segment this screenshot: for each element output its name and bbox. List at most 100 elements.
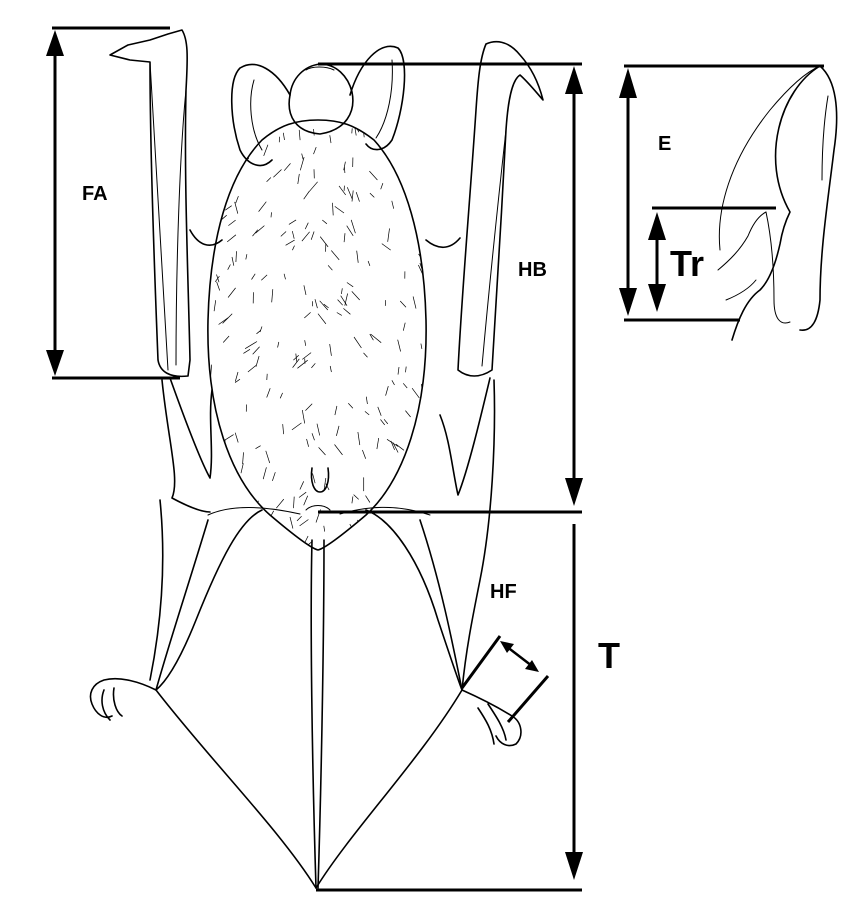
fur-stroke — [231, 256, 235, 266]
fur-stroke — [214, 275, 220, 283]
body — [207, 119, 427, 551]
fur-stroke — [313, 128, 315, 136]
fur-stroke — [280, 231, 287, 237]
fur-stroke — [364, 411, 370, 416]
fa-arrow-top — [46, 30, 64, 56]
fur-stroke — [255, 225, 265, 234]
fur-stroke — [413, 490, 420, 501]
fur-stroke — [351, 496, 354, 504]
fur-stroke — [397, 339, 401, 352]
fur-stroke — [299, 519, 309, 527]
hb-arrow-bottom — [565, 478, 583, 506]
fur-stroke — [266, 520, 271, 531]
fur-stroke — [336, 312, 342, 316]
fur-stroke — [387, 228, 390, 242]
fur-stroke — [303, 495, 309, 506]
fur-stroke — [399, 300, 407, 308]
label-head-body: HB — [518, 259, 547, 281]
left-wing-membrane — [169, 229, 223, 479]
fa-arrow-bottom — [46, 350, 64, 376]
fur-stroke — [306, 438, 309, 447]
fur-stroke — [266, 388, 271, 398]
fur-stroke — [311, 363, 316, 369]
hf-left-guide — [460, 635, 502, 689]
head — [288, 63, 354, 135]
label-ear: E — [658, 133, 671, 155]
fur-stroke — [259, 326, 263, 333]
fur-stroke — [277, 341, 280, 348]
fur-stroke — [367, 260, 371, 267]
fur-stroke — [369, 333, 374, 341]
fur-stroke — [310, 231, 315, 240]
fur-stroke — [392, 442, 399, 453]
fur-stroke — [266, 549, 272, 550]
fur-stroke — [297, 173, 300, 185]
fur-stroke — [395, 137, 401, 142]
fur-stroke — [346, 225, 354, 236]
fur-stroke — [424, 127, 427, 133]
fur-stroke — [235, 251, 237, 263]
fur-stroke — [288, 219, 297, 225]
fur-stroke — [336, 425, 340, 436]
fur-stroke — [365, 396, 368, 405]
fur-stroke — [369, 170, 378, 181]
fur-stroke — [298, 491, 307, 498]
fur-stroke — [301, 231, 310, 242]
fur-stroke — [234, 378, 241, 383]
fur-stroke — [255, 445, 261, 450]
fur-stroke — [325, 483, 330, 491]
left-foot — [89, 677, 157, 721]
fur-stroke — [357, 431, 361, 446]
fur-stroke — [207, 229, 209, 235]
fur-stroke — [338, 185, 346, 196]
hf-dimension-line — [505, 645, 533, 667]
fur-stroke — [207, 256, 210, 263]
label-forearm: FA — [82, 183, 108, 205]
fur-stroke — [276, 498, 285, 509]
tr-arrow-top — [648, 212, 666, 240]
fur-stroke — [299, 157, 305, 171]
fur-stroke — [285, 239, 295, 246]
fur-stroke — [422, 543, 426, 550]
fur-stroke — [262, 531, 266, 536]
fur-stroke — [385, 386, 389, 396]
t-arrow-bottom — [565, 852, 583, 880]
fur-stroke — [428, 307, 434, 319]
fur-stroke — [301, 153, 304, 160]
fur-stroke — [334, 206, 345, 214]
fur-stroke — [224, 461, 234, 473]
fur-stroke — [343, 308, 351, 315]
fur-stroke — [382, 135, 385, 145]
fur-stroke — [365, 495, 371, 503]
fur-stroke — [272, 472, 276, 482]
fur-stroke — [412, 296, 417, 309]
fur-stroke — [344, 167, 346, 174]
fur-stroke — [401, 474, 408, 482]
fur-stroke — [222, 434, 234, 442]
fur-stroke — [363, 352, 368, 358]
fur-stroke — [242, 126, 248, 139]
fur-stroke — [418, 264, 424, 276]
e-arrow-top — [619, 68, 637, 98]
fur-stroke — [376, 437, 380, 450]
fur-stroke — [353, 336, 362, 349]
tail — [310, 539, 325, 889]
fur-stroke — [304, 340, 307, 346]
fur-stroke — [350, 219, 356, 234]
right-ear — [349, 45, 406, 151]
fur-stroke — [279, 392, 283, 399]
fur-stroke — [304, 222, 309, 230]
fur-stroke — [355, 191, 360, 202]
fur-stroke — [213, 300, 217, 312]
fur-stroke — [237, 140, 244, 145]
fur-stroke — [273, 169, 282, 178]
fur-stroke — [304, 312, 311, 319]
fur-stroke — [390, 543, 392, 550]
fur-stroke — [204, 370, 206, 382]
fur-stroke — [314, 299, 318, 309]
fur-stroke — [216, 281, 221, 291]
fur-stroke — [369, 520, 375, 525]
fur-stroke — [425, 280, 427, 289]
label-tail: T — [598, 635, 620, 676]
